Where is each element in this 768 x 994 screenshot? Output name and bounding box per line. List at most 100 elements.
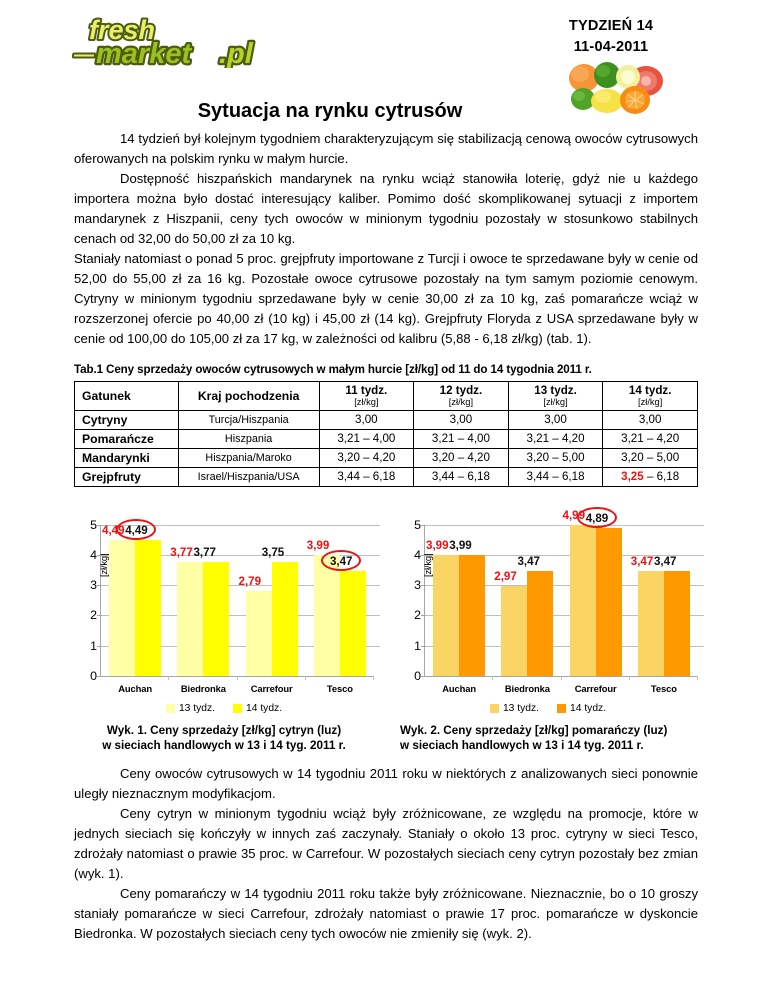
legend-label: 14 tydz. — [246, 702, 283, 714]
bar-data-label: 3,47 — [517, 554, 541, 568]
cell-week-13: 3,00 — [507, 409, 604, 430]
bar-data-label: 3,47 — [329, 554, 353, 568]
freshmarket-logo: fresh fresh — — market market .pl .pl — [72, 14, 287, 68]
cell-week-14: 3,00 — [602, 409, 698, 430]
bar-data-label: 4,49 — [125, 524, 148, 538]
article-body: 14 tydzień był kolejnym tygodniem charak… — [0, 129, 768, 754]
gridline — [101, 554, 380, 556]
bar-data-label: 3,47 — [630, 554, 654, 568]
bar — [433, 555, 460, 676]
chart-wyk1-plot: [zł/kg] 0 1 2 3 4 5 4,49 4,49 Auchan 3,77 3,77 Bied… — [90, 518, 380, 694]
bar-group: 3,47 3,47 Tesco — [630, 525, 698, 694]
bar-group: 3,99 3,99 Auchan — [425, 525, 494, 694]
bar — [109, 540, 136, 676]
cell-week-11: 3,00 — [318, 409, 415, 430]
chart-wyk2-caption-line1: Wyk. 2. Ceny sprzedaży [zł/kg] pomarańcz… — [400, 723, 668, 737]
category-separator — [373, 675, 374, 680]
bar — [501, 586, 528, 676]
y-axis-tick-label: 0 — [414, 668, 421, 683]
y-axis-tick-label: 5 — [90, 517, 97, 532]
bar — [339, 570, 366, 676]
col-header-week-14: 14 tydz. [zł/kg] — [602, 381, 698, 411]
axis-tick — [421, 524, 426, 526]
y-axis-tick-label: 2 — [414, 608, 421, 623]
citrus-fruit-photo — [558, 54, 670, 116]
gridline — [101, 524, 380, 526]
table-row: Mandarynki Hiszpania/Maroko 3,20 – 4,20 … — [74, 447, 698, 468]
col-header-week-13: 13 tydz. [zł/kg] — [507, 381, 604, 411]
svg-text:fresh: fresh — [89, 15, 155, 45]
gridline — [101, 615, 380, 617]
gridline — [101, 585, 380, 587]
y-axis-tick-label: 2 — [90, 608, 97, 623]
logo-artwork: fresh fresh — — market market .pl .pl — [72, 14, 256, 68]
bar — [177, 561, 204, 676]
price-table: Gatunek Kraj pochodzenia 11 tydz. [zł/kg… — [74, 381, 698, 487]
legend-swatch — [165, 703, 175, 713]
chart-wyk2-caption-line2: w sieciach handlowych w 13 i 14 tyg. 201… — [400, 739, 644, 753]
article-tail: Ceny owoców cytrusowych w 14 tygodniu 20… — [0, 754, 768, 944]
category-separator — [560, 675, 562, 680]
cell-week-12: 3,44 – 6,18 — [413, 466, 509, 487]
y-axis-tick-label: 4 — [414, 547, 421, 562]
chart-wyk2: [zł/kg] 0 1 2 3 4 5 3,99 3,99 Auchan 2,97 3,47 Bied… — [398, 501, 704, 754]
bar-container: 3,99 3,99 Auchan 2,97 3,47 Biedronka 4,99 4,89 C… — [425, 507, 698, 694]
x-axis-category-label: Tesco — [650, 682, 677, 694]
tail-paragraph-3: Ceny pomarańczy w 14 tygodniu 2011 roku … — [74, 885, 698, 941]
y-axis-tick-label: 5 — [414, 517, 421, 532]
cell-species: Pomarańcze — [74, 428, 179, 449]
tail-paragraph-2: Ceny cytryn w minionym tygodniu wciąż by… — [74, 805, 698, 881]
table-body: Cytryny Turcja/Hiszpania 3,00 3,00 3,00 … — [74, 409, 698, 487]
bar-data-label: 3,99 — [425, 539, 449, 553]
bar-data-label: 3,77 — [170, 545, 193, 559]
bar-group: 2,79 3,75 Carrefour — [238, 525, 306, 694]
bar — [203, 561, 230, 676]
category-separator — [236, 675, 238, 680]
bar-data-label: 3,99 — [449, 539, 472, 553]
page-title: Sytuacja na rynku cytrusów — [197, 100, 463, 122]
col-header-week-12-unit: [zł/kg] — [448, 397, 474, 408]
axis-tick — [421, 585, 426, 587]
chart-wyk1-caption-line1: Wyk. 1. Ceny sprzedaży [zł/kg] cytryn (l… — [106, 723, 342, 737]
legend-swatch — [489, 703, 499, 713]
y-axis-tick-label: 3 — [90, 578, 97, 593]
charts-row: [zł/kg] 0 1 2 3 4 5 4,49 4,49 Auchan 3,77 3,77 Bied… — [74, 501, 704, 754]
cell-week-14: 3,25 – 6,18 — [602, 466, 698, 487]
gridline — [425, 585, 704, 587]
paragraph-3: Staniały natomiast o ponad 5 proc. grejp… — [74, 251, 698, 347]
gridline — [425, 554, 704, 556]
week-label: TYDZIEŃ 14 — [568, 18, 654, 34]
axis-tick — [421, 615, 426, 617]
bar — [459, 555, 486, 676]
axis-tick — [97, 645, 102, 647]
col-header-origin: Kraj pochodzenia — [177, 381, 320, 411]
cell-origin: Hiszpania/Maroko — [177, 447, 320, 468]
table-row: Grejpfruty Israel/Hiszpania/USA 3,44 – 6… — [74, 466, 698, 487]
category-separator — [304, 675, 306, 680]
bar — [595, 528, 622, 676]
table-row: Cytryny Turcja/Hiszpania 3,00 3,00 3,00 … — [74, 409, 698, 430]
table-head: Gatunek Kraj pochodzenia 11 tydz. [zł/kg… — [74, 381, 698, 411]
bar-data-label: 4,49 — [101, 524, 125, 538]
page-header: fresh fresh — — market market .pl .pl TY… — [0, 0, 768, 114]
axis-tick — [97, 615, 102, 617]
legend-item: 14 tydz. — [557, 703, 606, 714]
axis-tick — [421, 554, 426, 556]
chart-wyk1-legend: 13 tydz. 14 tydz. — [74, 703, 374, 714]
cell-species: Mandarynki — [74, 447, 179, 468]
legend-label: 13 tydz. — [502, 702, 539, 714]
gridline — [425, 615, 704, 617]
svg-text:market: market — [96, 38, 192, 68]
legend-swatch — [557, 703, 566, 713]
x-axis-category-label: Auchan — [118, 682, 153, 694]
cell-origin: Hiszpania — [177, 428, 320, 449]
y-axis-tick-label: 4 — [90, 547, 97, 562]
cell-week-14-value: 3,00 — [638, 413, 662, 427]
legend-item: 13 tydz. — [489, 702, 539, 714]
col-header-week-11-unit: [zł/kg] — [354, 397, 379, 408]
table-caption: Tab.1 Ceny sprzedaży owoców cytrusowych … — [74, 363, 592, 377]
paragraph-1: 14 tydzień był kolejnym tygodniem charak… — [74, 131, 698, 167]
table-row: Pomarańcze Hiszpania 3,21 – 4,00 3,21 – … — [74, 428, 698, 449]
category-separator — [168, 675, 170, 680]
